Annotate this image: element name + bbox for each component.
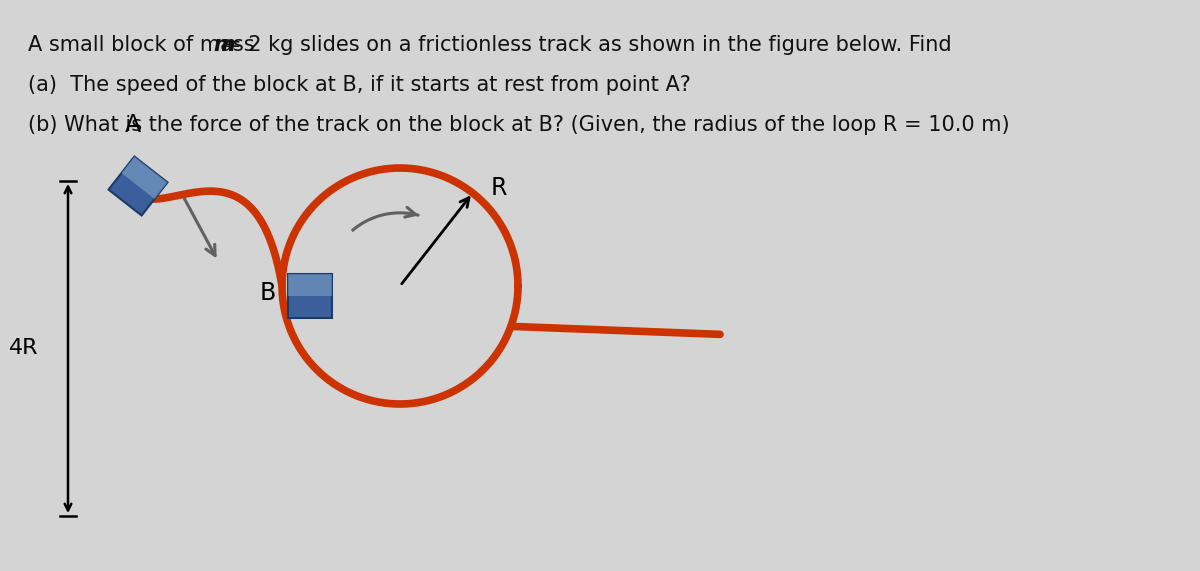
Text: 4R: 4R (8, 339, 38, 359)
Text: R: R (491, 176, 508, 200)
Text: A small block of mass: A small block of mass (28, 35, 262, 55)
Polygon shape (108, 156, 168, 215)
Text: A: A (125, 113, 142, 137)
Text: = 2 kg slides on a frictionless track as shown in the figure below. Find: = 2 kg slides on a frictionless track as… (224, 35, 952, 55)
Polygon shape (288, 274, 332, 318)
Text: m: m (214, 35, 235, 55)
Polygon shape (288, 274, 332, 296)
Text: (a)  The speed of the block at B, if it starts at rest from point A?: (a) The speed of the block at B, if it s… (28, 75, 691, 95)
Text: B: B (259, 281, 276, 305)
Polygon shape (121, 156, 168, 199)
Text: (b) What is the force of the track on the block at B? (Given, the radius of the : (b) What is the force of the track on th… (28, 115, 1009, 135)
